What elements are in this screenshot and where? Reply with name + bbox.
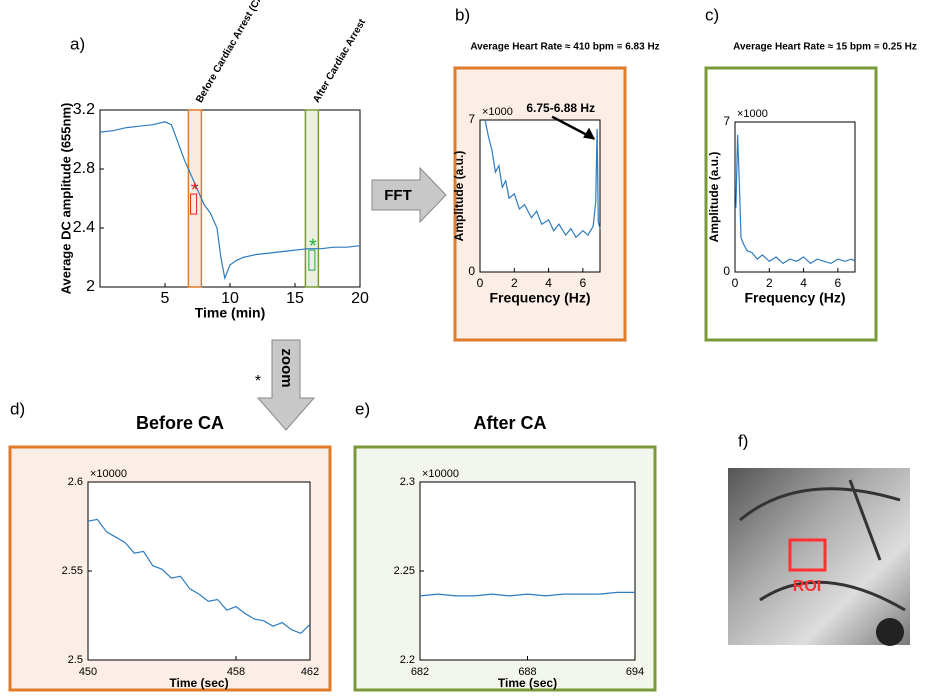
chart-title: Average Heart Rate ≈ 410 bpm ≡ 6.83 Hz [470, 42, 659, 53]
y-tick-label: 2.25 [394, 565, 415, 577]
x-tick-label: 462 [301, 666, 319, 678]
y-multiplier: ×1000 [737, 108, 768, 120]
x-axis-label: Frequency (Hz) [744, 290, 845, 306]
data-line [484, 119, 601, 239]
y-multiplier: ×1000 [482, 106, 513, 118]
y-axis-label: Average DC amplitude (655nm) [58, 103, 73, 295]
y-tick-label: 0 [468, 264, 475, 278]
x-axis-label: Time (sec) [169, 676, 228, 690]
span-label: After Cardiac Arrest [311, 17, 368, 105]
x-tick-label: 10 [221, 290, 239, 307]
data-line [419, 591, 635, 597]
y-tick-label: 2.4 [73, 219, 95, 236]
y-tick-label: 3.2 [73, 101, 95, 118]
plot-area [99, 109, 361, 288]
marker-star: * [191, 179, 199, 201]
y-tick-label: 7 [468, 112, 475, 126]
y-tick-label: 2 [86, 278, 95, 295]
x-axis-label: Time (sec) [498, 676, 557, 690]
panel-label: b) [455, 5, 470, 24]
x-axis-label: Frequency (Hz) [489, 290, 590, 306]
y-tick-label: 0 [723, 264, 730, 278]
panel-label: d) [10, 399, 25, 418]
x-tick-label: 5 [161, 290, 170, 307]
annotation: 6.75-6.88 Hz [526, 101, 595, 115]
x-tick-label: 682 [411, 666, 429, 678]
x-tick-label: 2 [511, 276, 518, 290]
plot-area [479, 119, 601, 273]
y-tick-label: 2.2 [400, 654, 415, 666]
fft-arrow [371, 166, 447, 224]
image-dark-spot [876, 618, 904, 646]
y-tick-label: 2.3 [400, 476, 415, 488]
plot-area [734, 121, 856, 273]
x-tick-label: 0 [732, 276, 739, 290]
marker-star: * [309, 235, 317, 257]
zoom-arrow [256, 339, 316, 431]
data-line [87, 518, 311, 634]
roi-label: ROI [793, 578, 821, 595]
x-tick-label: 20 [351, 290, 369, 307]
vessel [739, 479, 906, 612]
highlight-span [304, 109, 320, 288]
data-line [99, 121, 361, 281]
y-tick-label: 2.6 [68, 476, 83, 488]
x-axis-label: Time (min) [195, 305, 266, 321]
x-tick-label: 6 [835, 276, 842, 290]
fft-label: FFT [384, 187, 412, 204]
x-tick-label: 6 [580, 276, 587, 290]
y-tick-label: 2.8 [73, 160, 95, 177]
roi-box [788, 538, 827, 572]
y-axis-label: Amplitude (a.u.) [452, 151, 466, 242]
zoom-label: zoom [278, 348, 295, 387]
marker-box [190, 193, 198, 215]
plot-area [87, 481, 311, 661]
x-tick-label: 0 [477, 276, 484, 290]
chart-title: Average Heart Rate ≈ 15 bpm ≡ 0.25 Hz [733, 42, 917, 53]
marker-box [308, 249, 316, 271]
x-tick-label: 4 [800, 276, 807, 290]
plot-area [419, 481, 636, 661]
panel-label: f) [738, 431, 748, 450]
x-tick-label: 458 [227, 666, 245, 678]
panel-label: c) [705, 5, 719, 24]
y-multiplier: ×10000 [422, 468, 459, 480]
x-tick-label: 450 [79, 666, 97, 678]
y-tick-label: 2.55 [62, 565, 83, 577]
x-tick-label: 688 [518, 666, 536, 678]
annotation-arrowhead [583, 127, 596, 140]
y-tick-label: 7 [723, 114, 730, 128]
span-label: Before Cardiac Arrest (CA) [194, 0, 267, 105]
y-axis-label: Amplitude (a.u.) [707, 152, 721, 243]
chart-title: After CA [473, 413, 546, 433]
data-line [735, 134, 856, 265]
y-multiplier: ×10000 [90, 468, 127, 480]
zoom-marker: * [255, 373, 261, 390]
panel-label: a) [70, 34, 85, 53]
x-tick-label: 2 [766, 276, 773, 290]
y-tick-label: 2.5 [68, 654, 83, 666]
x-tick-label: 4 [545, 276, 552, 290]
chart-title: Before CA [136, 413, 224, 433]
x-tick-label: 694 [626, 666, 644, 678]
panel-label: e) [355, 399, 370, 418]
x-tick-label: 15 [286, 290, 304, 307]
